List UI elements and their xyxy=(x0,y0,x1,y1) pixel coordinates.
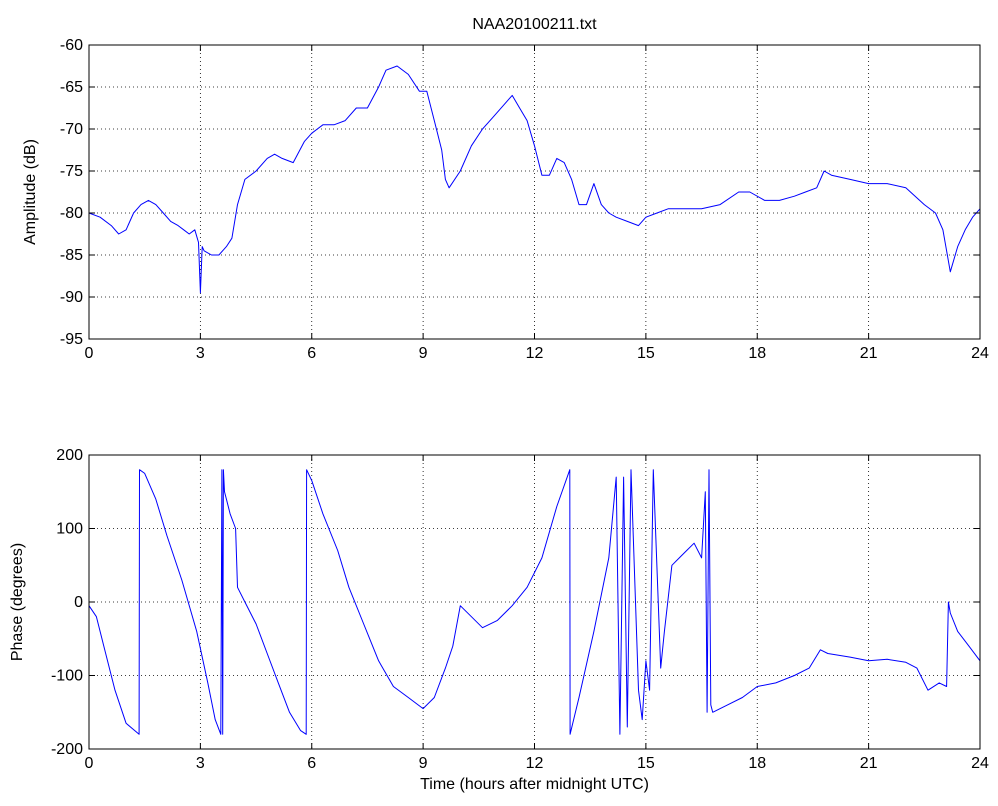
amplitude-x-tick-label: 12 xyxy=(526,345,544,362)
phase-plot: 0 3 6 9 12 15 18 21 24 -200 -100 0 100 200 Phase (deg… xyxy=(9,447,989,793)
amplitude-y-tick-label: -95 xyxy=(60,331,83,348)
amplitude-y-axis-label: Amplitude (dB) xyxy=(22,139,39,245)
amplitude-x-tick-label: 15 xyxy=(637,345,655,362)
amplitude-y-tick-label: -80 xyxy=(60,205,83,222)
figure-title: NAA20100211.txt xyxy=(472,16,597,33)
amplitude-x-tick-label: 6 xyxy=(307,345,316,362)
phase-x-tick-label: 15 xyxy=(637,755,655,772)
phase-y-tick-label: -200 xyxy=(51,741,83,758)
phase-x-tick-label: 0 xyxy=(85,755,94,772)
phase-y-tick-label: 0 xyxy=(74,594,83,611)
phase-x-tick-label: 6 xyxy=(307,755,316,772)
amplitude-y-tick-label: -60 xyxy=(60,37,83,54)
phase-y-tick-label: 200 xyxy=(56,447,83,464)
phase-x-tick-label: 21 xyxy=(860,755,878,772)
phase-grid xyxy=(89,455,980,749)
phase-x-axis-label: Time (hours after midnight UTC) xyxy=(420,776,649,793)
phase-x-tick-label: 24 xyxy=(971,755,989,772)
amplitude-y-tick-label: -90 xyxy=(60,289,83,306)
amplitude-x-tick-label: 9 xyxy=(419,345,428,362)
phase-ticks: 0 3 6 9 12 15 18 21 24 -200 -100 0 100 200 xyxy=(51,447,989,772)
amplitude-y-tick-label: -70 xyxy=(60,121,83,138)
phase-series-line xyxy=(88,469,981,735)
amplitude-plot: 0 3 6 9 12 15 18 21 24 -95 -90 -85 -80 -75 -70 -65 -60 A… xyxy=(22,37,989,362)
phase-series xyxy=(88,469,981,735)
phase-x-tick-label: 18 xyxy=(748,755,766,772)
amplitude-y-tick-label: -65 xyxy=(60,79,83,96)
amplitude-ticks: 0 3 6 9 12 15 18 21 24 -95 -90 -85 -80 -75 -70 -65 -60 xyxy=(60,37,989,362)
amplitude-y-tick-label: -85 xyxy=(60,247,83,264)
phase-x-tick-label: 9 xyxy=(419,755,428,772)
amplitude-x-tick-label: 0 xyxy=(85,345,94,362)
phase-x-tick-label: 12 xyxy=(526,755,544,772)
amplitude-x-tick-label: 18 xyxy=(748,345,766,362)
amplitude-x-tick-label: 21 xyxy=(860,345,878,362)
phase-y-tick-label: -100 xyxy=(51,668,83,685)
amplitude-series xyxy=(88,65,981,294)
phase-y-tick-label: 100 xyxy=(56,521,83,538)
amplitude-series-line xyxy=(88,65,981,294)
amplitude-x-tick-label: 3 xyxy=(196,345,205,362)
amplitude-x-tick-label: 24 xyxy=(971,345,989,362)
amplitude-y-tick-label: -75 xyxy=(60,163,83,180)
phase-x-tick-label: 3 xyxy=(196,755,205,772)
phase-y-axis-label: Phase (degrees) xyxy=(9,543,26,661)
amplitude-grid xyxy=(89,45,980,339)
